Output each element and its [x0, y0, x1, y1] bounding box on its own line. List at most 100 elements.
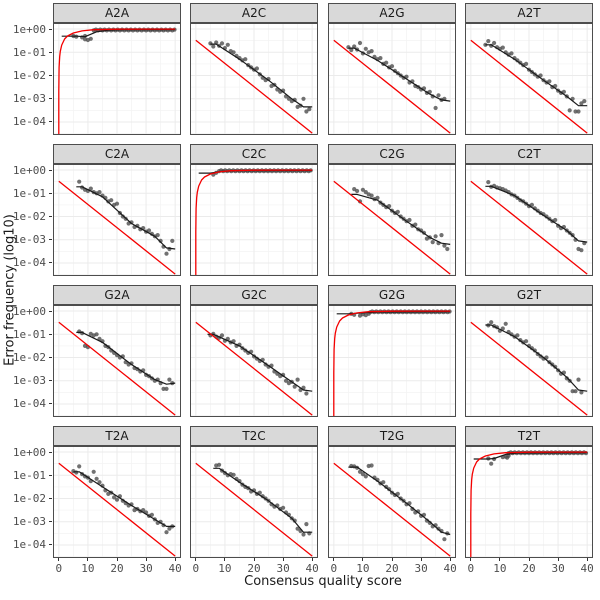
red-reference-line [58, 180, 176, 275]
facet-label-C2T: C2T [517, 147, 541, 161]
red-reference-line [195, 39, 313, 134]
facet-strip-A2T: A2T [465, 3, 593, 23]
y-tick-mark [49, 333, 52, 335]
red-reference-line [470, 180, 588, 275]
panel-border [328, 305, 456, 417]
facet-strip-T2T: T2T [465, 426, 593, 446]
panel-border [328, 23, 456, 135]
panel-border [328, 164, 456, 276]
x-tick-label: 30 [551, 562, 565, 575]
facet-strip-G2G: G2G [328, 285, 456, 305]
facet-panel-G2T [465, 305, 593, 417]
facet-panel-A2T [465, 23, 593, 135]
y-tick-label: 1e-02 [12, 210, 46, 223]
y-tick-mark [49, 521, 52, 523]
gridlines-major [53, 305, 181, 417]
y-tick-label: 1e-04 [12, 115, 46, 129]
facet-strip-T2C: T2C [190, 426, 318, 446]
facet-label-T2C: T2C [242, 429, 266, 443]
y-tick-label: 1e-03 [12, 233, 46, 247]
x-tick-label: 30 [414, 562, 428, 575]
y-tick-mark [49, 75, 52, 76]
facet-panel-G2G [328, 305, 456, 417]
facet-label-A2T: A2T [517, 6, 541, 20]
panel-border [465, 23, 593, 135]
facet-strip-C2G: C2G [328, 144, 456, 164]
x-tick-label: 10 [356, 562, 370, 575]
x-tick-label: 40 [580, 562, 594, 575]
x-tick-mark [311, 558, 313, 561]
x-tick-mark [449, 558, 451, 561]
facet-strip-A2A: A2A [53, 3, 181, 23]
gridlines-major [328, 305, 456, 417]
x-tick-label: 20 [110, 562, 124, 575]
y-tick-label: 1e-03 [12, 92, 46, 106]
facet-panel-C2T [465, 164, 593, 276]
x-tick-mark [174, 558, 176, 561]
x-tick-label: 0 [467, 562, 475, 575]
smooth-line [351, 193, 451, 245]
facet-panel-T2T [465, 446, 593, 558]
y-tick-mark [49, 121, 52, 123]
x-tick-mark [116, 558, 118, 561]
y-tick-mark [49, 216, 52, 217]
facet-label-A2A: A2A [104, 6, 130, 20]
red-reference-line [333, 39, 451, 134]
smooth-line [473, 452, 588, 460]
facet-panel-T2G [328, 446, 456, 558]
facet-panel-G2C [190, 305, 318, 417]
y-tick-label: 1e-04 [12, 256, 46, 270]
y-tick-mark [49, 474, 52, 476]
y-tick-label: 1e-03 [12, 374, 46, 388]
smooth-line [207, 333, 313, 392]
y-tick-mark [49, 51, 52, 53]
x-tick-label: 30 [276, 562, 290, 575]
y-tick-label: 1e-03 [12, 515, 46, 529]
facet-label-G2T: G2T [516, 288, 542, 302]
facet-strip-C2C: C2C [190, 144, 318, 164]
facet-label-T2A: T2A [105, 429, 129, 443]
panel-border [190, 305, 318, 417]
x-tick-label: 0 [55, 562, 63, 575]
gridlines-major [53, 164, 181, 276]
facet-panel-G2A [53, 305, 181, 417]
y-tick-mark [49, 98, 52, 100]
scatter-points [349, 463, 450, 542]
x-tick-mark [145, 558, 147, 561]
x-tick-mark [87, 558, 89, 561]
y-tick-mark [49, 498, 52, 499]
panel-border [190, 23, 318, 135]
y-tick-mark [49, 380, 52, 382]
y-tick-mark [49, 451, 52, 453]
y-tick-label: 1e-02 [12, 492, 46, 505]
y-tick-mark [49, 169, 52, 171]
red-reference-line [333, 180, 451, 275]
x-tick-mark [470, 558, 472, 561]
facet-strip-G2C: G2C [190, 285, 318, 305]
x-tick-label: 0 [192, 562, 200, 575]
red-reference-line [195, 462, 313, 557]
smooth-line [485, 324, 588, 392]
smooth-line [213, 467, 313, 533]
facet-strip-A2G: A2G [328, 3, 456, 23]
y-tick-mark [49, 192, 52, 194]
panel-border [53, 164, 181, 276]
smooth-line [76, 186, 176, 250]
facet-panel-A2G [328, 23, 456, 135]
facet-label-T2G: T2G [379, 429, 405, 443]
smooth-line [348, 466, 451, 536]
facet-strip-A2C: A2C [190, 3, 318, 23]
facet-strip-C2T: C2T [465, 144, 593, 164]
facet-strip-C2A: C2A [53, 144, 181, 164]
y-tick-mark [49, 310, 52, 312]
y-tick-label: 1e-01 [12, 45, 46, 59]
x-tick-mark [282, 558, 284, 561]
facet-strip-T2A: T2A [53, 426, 181, 446]
x-tick-label: 40 [168, 562, 182, 575]
x-tick-mark [586, 558, 588, 561]
gridlines-major [465, 446, 593, 558]
y-tick-label: 1e-01 [12, 186, 46, 200]
x-tick-label: 10 [493, 562, 507, 575]
y-tick-label: 1e-01 [12, 468, 46, 482]
